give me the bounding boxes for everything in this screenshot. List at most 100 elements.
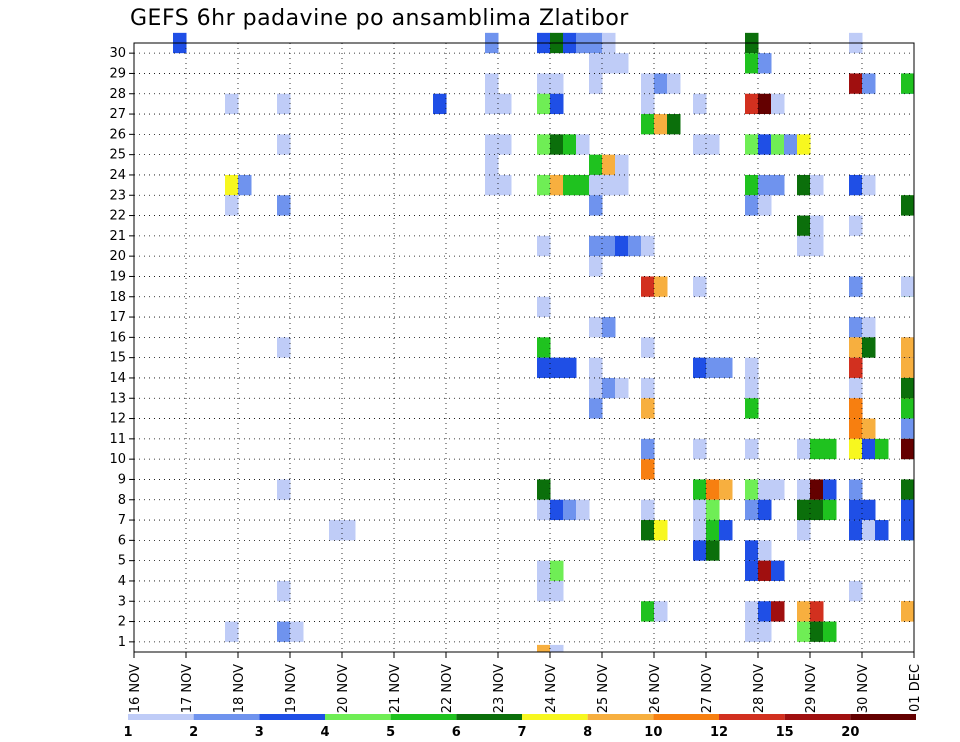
heat-cell: [537, 580, 551, 602]
colorbar-label: 1: [123, 725, 132, 740]
heat-cell: [745, 174, 759, 196]
heat-cell: [706, 357, 720, 378]
heat-cell: [719, 357, 733, 378]
heat-cell: [810, 601, 824, 622]
heat-cell: [797, 174, 811, 196]
colorbar-label: 6: [452, 725, 461, 740]
heat-cell: [277, 93, 291, 115]
y-tick-label: 19: [109, 269, 126, 284]
heat-cell: [745, 398, 759, 419]
heat-cell: [277, 479, 291, 500]
heat-cell: [498, 93, 512, 115]
heat-cell: [693, 93, 707, 115]
x-tick-label: 26 NOV: [648, 664, 663, 713]
colorbar-swatch: [719, 714, 785, 720]
heat-cell: [485, 134, 499, 155]
heat-cell: [563, 357, 577, 378]
heat-cell: [563, 174, 577, 196]
heat-cell: [615, 174, 629, 196]
heat-cell: [797, 601, 811, 622]
heat-cell: [849, 357, 863, 378]
heat-cell: [745, 499, 759, 521]
heat-cell: [797, 438, 811, 460]
heat-cell: [706, 134, 720, 155]
heat-cell: [225, 621, 239, 642]
heat-cell: [784, 134, 798, 155]
heat-cell: [576, 499, 590, 521]
heat-cell: [693, 540, 707, 561]
heat-cell: [641, 398, 655, 419]
heat-cell: [810, 438, 824, 460]
heat-cell: [901, 601, 915, 622]
heat-cell: [810, 479, 824, 500]
heat-cell: [823, 438, 837, 460]
heat-cell: [706, 499, 720, 521]
colorbar-swatch: [784, 714, 851, 720]
heat-cell: [589, 73, 603, 94]
heat-cell: [498, 174, 512, 196]
colorbar-label: 15: [776, 725, 794, 740]
heat-cell: [589, 235, 603, 257]
heat-cell: [589, 154, 603, 175]
heat-cell: [901, 438, 915, 460]
x-tick-label: 01 DEC: [908, 664, 923, 712]
heat-cell: [745, 134, 759, 155]
colorbar-swatch: [850, 714, 916, 720]
heat-cell: [550, 134, 564, 155]
heat-cell: [654, 520, 668, 541]
heat-cell: [693, 134, 707, 155]
heat-cell: [602, 235, 616, 257]
heat-cell: [641, 73, 655, 94]
heat-cell: [810, 621, 824, 642]
heat-cell: [849, 520, 863, 541]
heat-cell: [537, 174, 551, 196]
heat-cell: [849, 418, 863, 439]
y-tick-label: 16: [109, 330, 126, 345]
heat-cell: [589, 256, 603, 277]
heat-cell: [537, 134, 551, 155]
heat-cell: [797, 520, 811, 541]
colorbar-swatch: [456, 714, 522, 720]
colorbar-swatch: [193, 714, 260, 720]
heat-cell: [849, 580, 863, 602]
x-tick-label: 30 NOV: [856, 664, 871, 713]
heat-cell: [485, 174, 499, 196]
y-tick-label: 14: [109, 371, 126, 386]
heat-cell: [862, 418, 876, 439]
heat-cell: [537, 73, 551, 94]
heat-cell: [849, 398, 863, 419]
heat-cell: [810, 174, 824, 196]
heat-cell: [758, 174, 772, 196]
heat-cell: [225, 174, 239, 196]
heat-cell: [498, 134, 512, 155]
plot-frame: [133, 42, 915, 653]
heat-cell: [602, 174, 616, 196]
heat-cell: [823, 499, 837, 521]
heat-cell: [693, 357, 707, 378]
heat-cell: [602, 377, 616, 399]
heat-cell: [758, 621, 772, 642]
heat-cell: [576, 134, 590, 155]
heat-cell: [810, 235, 824, 257]
heat-cell: [901, 337, 915, 358]
heat-cell: [901, 499, 915, 521]
heat-cell: [563, 499, 577, 521]
heat-cell: [758, 53, 772, 74]
colorbar-swatch: [259, 714, 325, 720]
colorbar-label: 3: [255, 725, 264, 740]
heat-cell: [550, 560, 564, 581]
x-tick-label: 24 NOV: [544, 664, 559, 713]
heat-cell: [641, 499, 655, 521]
heat-cell: [901, 276, 915, 297]
heat-cell: [810, 215, 824, 236]
heat-cell: [849, 276, 863, 297]
y-tick-label: 22: [109, 209, 126, 224]
colorbar-label: 8: [583, 725, 592, 740]
heat-cell: [225, 93, 239, 115]
heat-cell: [693, 479, 707, 500]
heat-cell: [550, 93, 564, 115]
heat-cell: [329, 520, 343, 541]
y-tick-label: 3: [118, 594, 126, 609]
heat-cell: [277, 195, 291, 216]
